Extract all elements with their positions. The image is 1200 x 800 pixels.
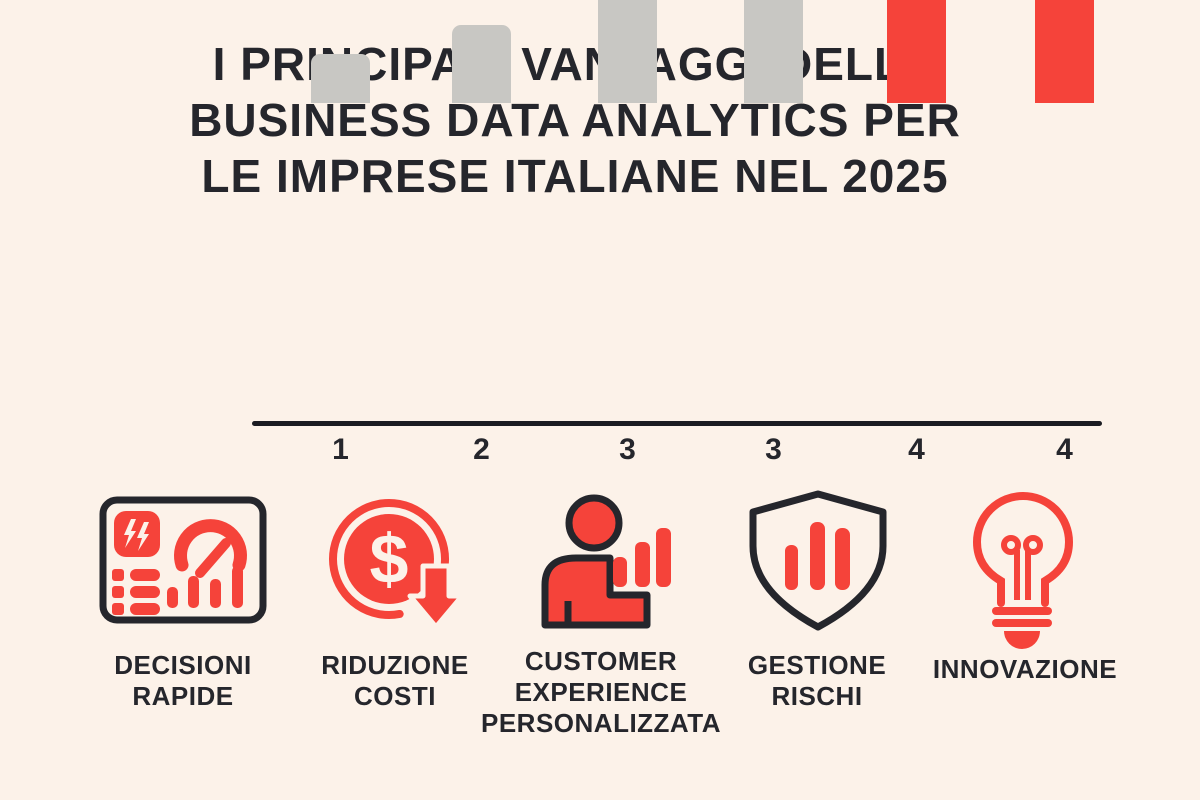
benefit-label-gestione-rischi: GESTIONE RISCHI: [747, 650, 887, 711]
chart-bar: [598, 0, 657, 103]
chart-bar: [452, 25, 511, 103]
axis-tick-label: 1: [332, 433, 349, 466]
benefit-label-riduzione-costi: RIDUZIONE COSTI: [321, 650, 469, 711]
axis-tick-label: 3: [619, 433, 636, 466]
axis-tick-label: 4: [1056, 433, 1073, 466]
chart-bar: [887, 0, 946, 103]
lightbulb-icon: [972, 492, 1073, 649]
cost-reduction-icon: $: [329, 499, 465, 630]
x-axis-line: [252, 421, 1102, 426]
dashboard-icon: [99, 496, 267, 624]
axis-tick-label: 4: [908, 433, 925, 466]
chart-bar: [1035, 0, 1094, 103]
shield-chart-icon: [749, 490, 887, 631]
chart-bar: [744, 0, 803, 103]
axis-tick-label: 3: [765, 433, 782, 466]
benefit-label-decisioni-rapide: DECISIONI RAPIDE: [114, 650, 252, 711]
dollar-symbol: $: [370, 520, 409, 598]
bar-chart: 1 2 3 3 4 4: [252, 0, 1102, 466]
customer-chart-icon: [541, 494, 671, 629]
chart-bar: [311, 54, 370, 103]
title-line-3: LE IMPRESE ITALIANE NEL 2025: [201, 150, 949, 202]
benefit-label-customer-experience: CUSTOMER EXPERIENCE PERSONALIZZATA: [480, 646, 722, 738]
benefit-label-innovazione: INNOVAZIONE: [932, 654, 1118, 684]
axis-tick-label: 2: [473, 433, 490, 466]
